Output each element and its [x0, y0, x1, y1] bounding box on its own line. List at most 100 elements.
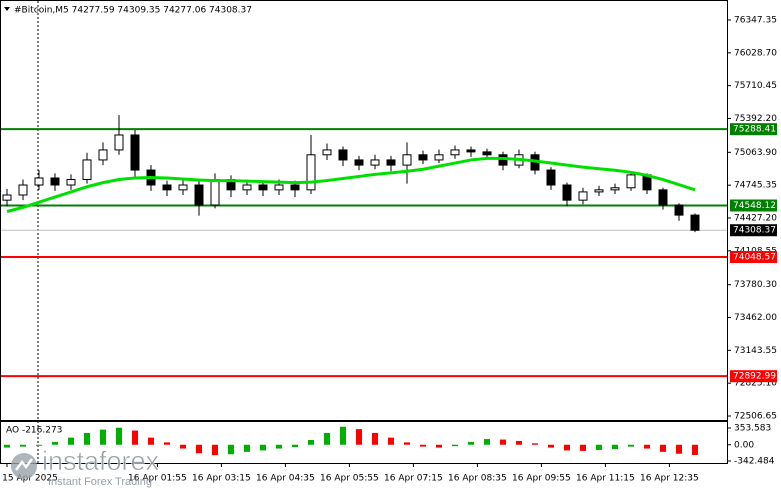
candle-body	[34, 177, 44, 186]
level-label-box	[730, 370, 777, 383]
ao-bar	[420, 444, 426, 447]
x-tick-label: 16 Apr 08:35	[448, 474, 507, 484]
logo-mark	[15, 458, 33, 471]
x-tick-label: 16 Apr 09:55	[512, 474, 571, 484]
ao-bar	[468, 441, 474, 445]
level-label: 74048.57	[733, 253, 776, 263]
candle-body	[322, 149, 332, 156]
candle-body	[578, 191, 588, 201]
x-tick-label: 16 Apr 12:35	[640, 474, 699, 484]
ao-bar	[180, 444, 186, 449]
ao-bar	[100, 429, 106, 445]
candle-body	[546, 169, 556, 186]
y-tick-label: 72506.65	[734, 412, 777, 422]
candle-body	[66, 179, 76, 186]
ao-bar	[388, 437, 394, 445]
candle-body	[130, 134, 140, 171]
x-tick-label: 16 Apr 04:35	[256, 474, 315, 484]
ao-bar	[596, 444, 602, 450]
candle-body	[610, 187, 620, 191]
x-tick-label: 16 Apr 01:55	[128, 474, 187, 484]
ao-bar	[292, 444, 298, 448]
candle-body	[242, 184, 252, 191]
candle-body	[338, 149, 348, 161]
candle-body	[2, 194, 12, 201]
ao-bar	[196, 444, 202, 454]
candle-body	[658, 189, 668, 206]
candle-body	[370, 159, 380, 166]
level-label: 75288.41	[733, 125, 776, 135]
ao-bar	[564, 444, 570, 451]
y-tick-label: 0.00	[734, 440, 754, 450]
ao-bar	[340, 426, 346, 445]
ao-bar	[308, 440, 314, 445]
y-tick-label: 73780.30	[734, 280, 777, 290]
y-tick-label: 75063.90	[734, 148, 777, 158]
ao-bar	[84, 432, 90, 445]
watermark-brand: instaforex	[42, 446, 160, 476]
ao-bar	[68, 437, 74, 445]
price-label: 74308.37	[733, 226, 776, 236]
ao-bar	[372, 432, 378, 445]
candle-body	[178, 184, 188, 191]
y-tick-label: 75392.20	[734, 114, 777, 124]
ao-bar	[4, 444, 10, 448]
y-tick-label: 74745.35	[734, 181, 777, 191]
chart-title: #Bitcoin,M5 74277.59 74309.35 74277.06 7…	[14, 6, 252, 16]
ao-bar	[260, 444, 266, 451]
candle-body	[50, 177, 60, 186]
ao-pane-frame	[0, 421, 728, 464]
candle-body	[290, 184, 300, 191]
ao-bar	[244, 444, 250, 452]
ao-title: AO -216.273	[6, 426, 62, 436]
candle-body	[354, 159, 364, 166]
candle-body	[562, 184, 572, 201]
ao-bar	[212, 444, 218, 456]
level-label: 74548.12	[733, 201, 776, 211]
y-tick-label: 76347.35	[734, 15, 777, 25]
ao-bar	[644, 444, 650, 449]
level-label-box	[730, 199, 777, 212]
x-tick-label: 16 Apr 11:15	[576, 474, 635, 484]
candle-body	[18, 184, 28, 196]
candle-body	[306, 154, 316, 191]
watermark: instaforex Instant Forex Trading	[11, 446, 160, 488]
ao-bar	[436, 444, 442, 448]
ao-bar	[484, 439, 490, 445]
candle-body	[418, 154, 428, 161]
x-tick-label: 16 Apr 05:55	[320, 474, 379, 484]
ao-bar	[548, 444, 554, 448]
ao-bar	[324, 432, 330, 445]
candle-body	[626, 174, 636, 189]
candle-body	[466, 149, 476, 153]
ao-bar	[580, 444, 586, 451]
ao-bar	[36, 444, 42, 446]
y-tick-label: 353.583	[734, 423, 771, 433]
ao-bar	[692, 444, 698, 456]
candle-body	[434, 154, 444, 161]
ao-bar	[132, 430, 138, 445]
candle-body	[82, 159, 92, 181]
candle-body	[258, 184, 268, 191]
y-tick-label: 72825.10	[734, 379, 777, 389]
ao-bar	[356, 429, 362, 445]
level-label-box	[730, 123, 777, 136]
ao-bar	[676, 444, 682, 454]
candle-body	[274, 184, 284, 191]
candle-body	[674, 204, 684, 216]
y-tick-label: -342.484	[734, 456, 775, 466]
x-tick-label: 16 Apr 03:15	[192, 474, 251, 484]
candle-body	[210, 179, 220, 206]
ao-bar	[404, 442, 410, 445]
y-tick-label: 76028.70	[734, 48, 777, 58]
moving-average	[6, 156, 696, 213]
x-tick-label: 16 Apr 07:15	[384, 474, 443, 484]
candle-body	[386, 159, 396, 166]
y-tick-label: 73143.55	[734, 346, 777, 356]
candle-body	[690, 214, 700, 231]
y-tick-label: 75710.45	[734, 81, 777, 91]
candle-body	[194, 184, 204, 206]
ao-bar	[628, 444, 634, 447]
